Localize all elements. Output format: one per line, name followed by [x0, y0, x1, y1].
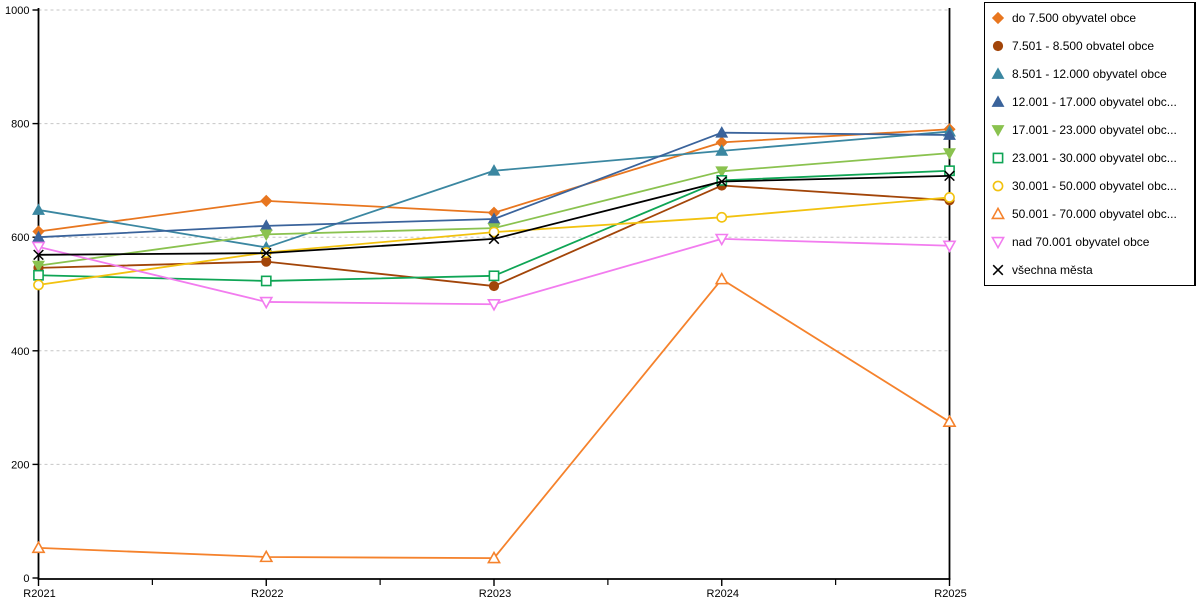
x-tick-label: R2025: [934, 588, 966, 600]
series-marker-3: [32, 230, 45, 243]
series-marker-5: [260, 275, 272, 287]
legend-item-4: 17.001 - 23.000 obyvatel obc...: [990, 116, 1189, 144]
legend-item-3: 12.001 - 17.000 obyvatel obc...: [990, 88, 1189, 116]
legend-item-7: 50.001 - 70.000 obyvatel obc...: [990, 200, 1189, 228]
series-marker-8: [31, 241, 46, 255]
series-marker-9: [944, 170, 955, 182]
legend-marker-4: [991, 125, 1005, 137]
series-marker-6: [944, 192, 955, 203]
legend-marker-8: [991, 236, 1005, 250]
series-marker-7: [487, 550, 501, 564]
y-tick-label: 400: [11, 346, 29, 358]
x-tick-label: R2023: [479, 588, 511, 600]
series-marker-7: [942, 414, 957, 427]
series-marker-8: [942, 240, 957, 253]
legend-marker-circle-icon: [992, 180, 1004, 192]
legend-marker-triangle-down-icon: [991, 125, 1005, 137]
series-marker-1: [261, 256, 272, 267]
series-marker-9: [33, 249, 44, 261]
line-chart-canvas: 0 200 400 600 800 1000 R2021 R2022 R2023 R2024 R20…: [5, 5, 967, 600]
series-marker-7: [714, 271, 729, 285]
series-marker-0: [260, 194, 273, 207]
legend-marker-triangle-up-icon: [991, 95, 1005, 107]
legend-item-9: všechna města: [990, 256, 1189, 284]
series-marker-6: [716, 211, 728, 223]
series-marker-8: [487, 299, 501, 312]
legend-label: všechna města: [1012, 263, 1093, 277]
series-marker-3: [715, 126, 729, 138]
legend-label: 17.001 - 23.000 obyvatel obc...: [1012, 123, 1177, 137]
series-marker-9: [716, 176, 728, 187]
series-marker-7: [259, 549, 274, 563]
legend-marker-square-icon: [992, 152, 1004, 164]
series-marker-8: [259, 296, 274, 310]
series-marker-9: [260, 247, 272, 259]
series-marker-5: [488, 270, 500, 282]
legend-marker-3: [991, 95, 1005, 107]
series-marker-6: [488, 226, 500, 238]
legend-marker-triangle-down-icon: [991, 236, 1005, 250]
y-tick-label: 0: [23, 573, 29, 585]
legend-item-8: nad 70.001 obyvatel obce: [990, 228, 1189, 256]
x-tick-label: R2024: [707, 588, 739, 600]
series-marker-2: [487, 164, 501, 176]
legend-marker-0: [991, 11, 1005, 25]
x-tick-label: R2022: [251, 588, 283, 600]
legend-item-5: 23.001 - 30.000 obyvatel obc...: [990, 144, 1189, 172]
series-marker-1: [488, 280, 500, 292]
legend-label: 7.501 - 8.500 obvatel obce: [1012, 39, 1155, 53]
y-tick-label: 200: [11, 459, 29, 471]
x-tick-label: R2021: [23, 588, 55, 600]
y-tick-label: 600: [11, 232, 29, 244]
y-tick-label: 800: [11, 119, 29, 131]
legend-label: 23.001 - 30.000 obyvatel obc...: [1012, 151, 1177, 165]
series-marker-2: [715, 144, 729, 156]
legend-item-1: 7.501 - 8.500 obvatel obce: [990, 32, 1189, 60]
legend-marker-triangle-up-icon: [991, 206, 1005, 220]
series-marker-4: [32, 260, 45, 273]
chart-legend: do 7.500 obyvatel obce 7.501 - 8.500 obva…: [984, 2, 1196, 286]
series-marker-3: [943, 128, 956, 140]
legend-marker-6: [992, 180, 1004, 192]
legend-marker-1: [992, 40, 1004, 52]
series-marker-5: [716, 175, 728, 186]
y-tick-label: 1000: [5, 5, 29, 17]
series-marker-5: [33, 269, 44, 281]
series-marker-2: [32, 203, 45, 215]
legend-marker-5: [992, 152, 1004, 164]
legend-marker-2: [991, 67, 1005, 79]
series-marker-7: [31, 540, 46, 554]
legend-label: 8.501 - 12.000 obyvatel obce: [1012, 67, 1167, 81]
legend-label: 30.001 - 50.000 obyvatel obc...: [1012, 179, 1177, 193]
series-marker-5: [944, 165, 955, 177]
legend-marker-triangle-up-icon: [991, 67, 1005, 79]
legend-marker-diamond-icon: [991, 11, 1005, 25]
legend-label: do 7.500 obyvatel obce: [1012, 11, 1137, 25]
legend-label: 12.001 - 17.000 obyvatel obc...: [1012, 95, 1177, 109]
series-marker-4: [259, 229, 273, 241]
legend-marker-9: [992, 264, 1004, 276]
legend-label: 50.001 - 70.000 obyvatel obc...: [1012, 207, 1177, 221]
series-marker-4: [943, 148, 956, 160]
series-marker-4: [715, 166, 729, 178]
legend-item-2: 8.501 - 12.000 obyvatel obce: [990, 60, 1189, 88]
legend-item-6: 30.001 - 50.000 obyvatel obc...: [990, 172, 1189, 200]
series-line-7: [37, 278, 951, 560]
series-marker-9: [488, 233, 500, 245]
legend-item-0: do 7.500 obyvatel obce: [990, 4, 1189, 32]
legend-label: nad 70.001 obyvatel obce: [1012, 235, 1150, 249]
legend-marker-x-icon: [992, 264, 1004, 276]
legend-marker-7: [991, 206, 1005, 220]
series-marker-6: [33, 279, 44, 291]
series-marker-8: [714, 233, 729, 247]
legend-marker-circle-icon: [992, 40, 1004, 52]
